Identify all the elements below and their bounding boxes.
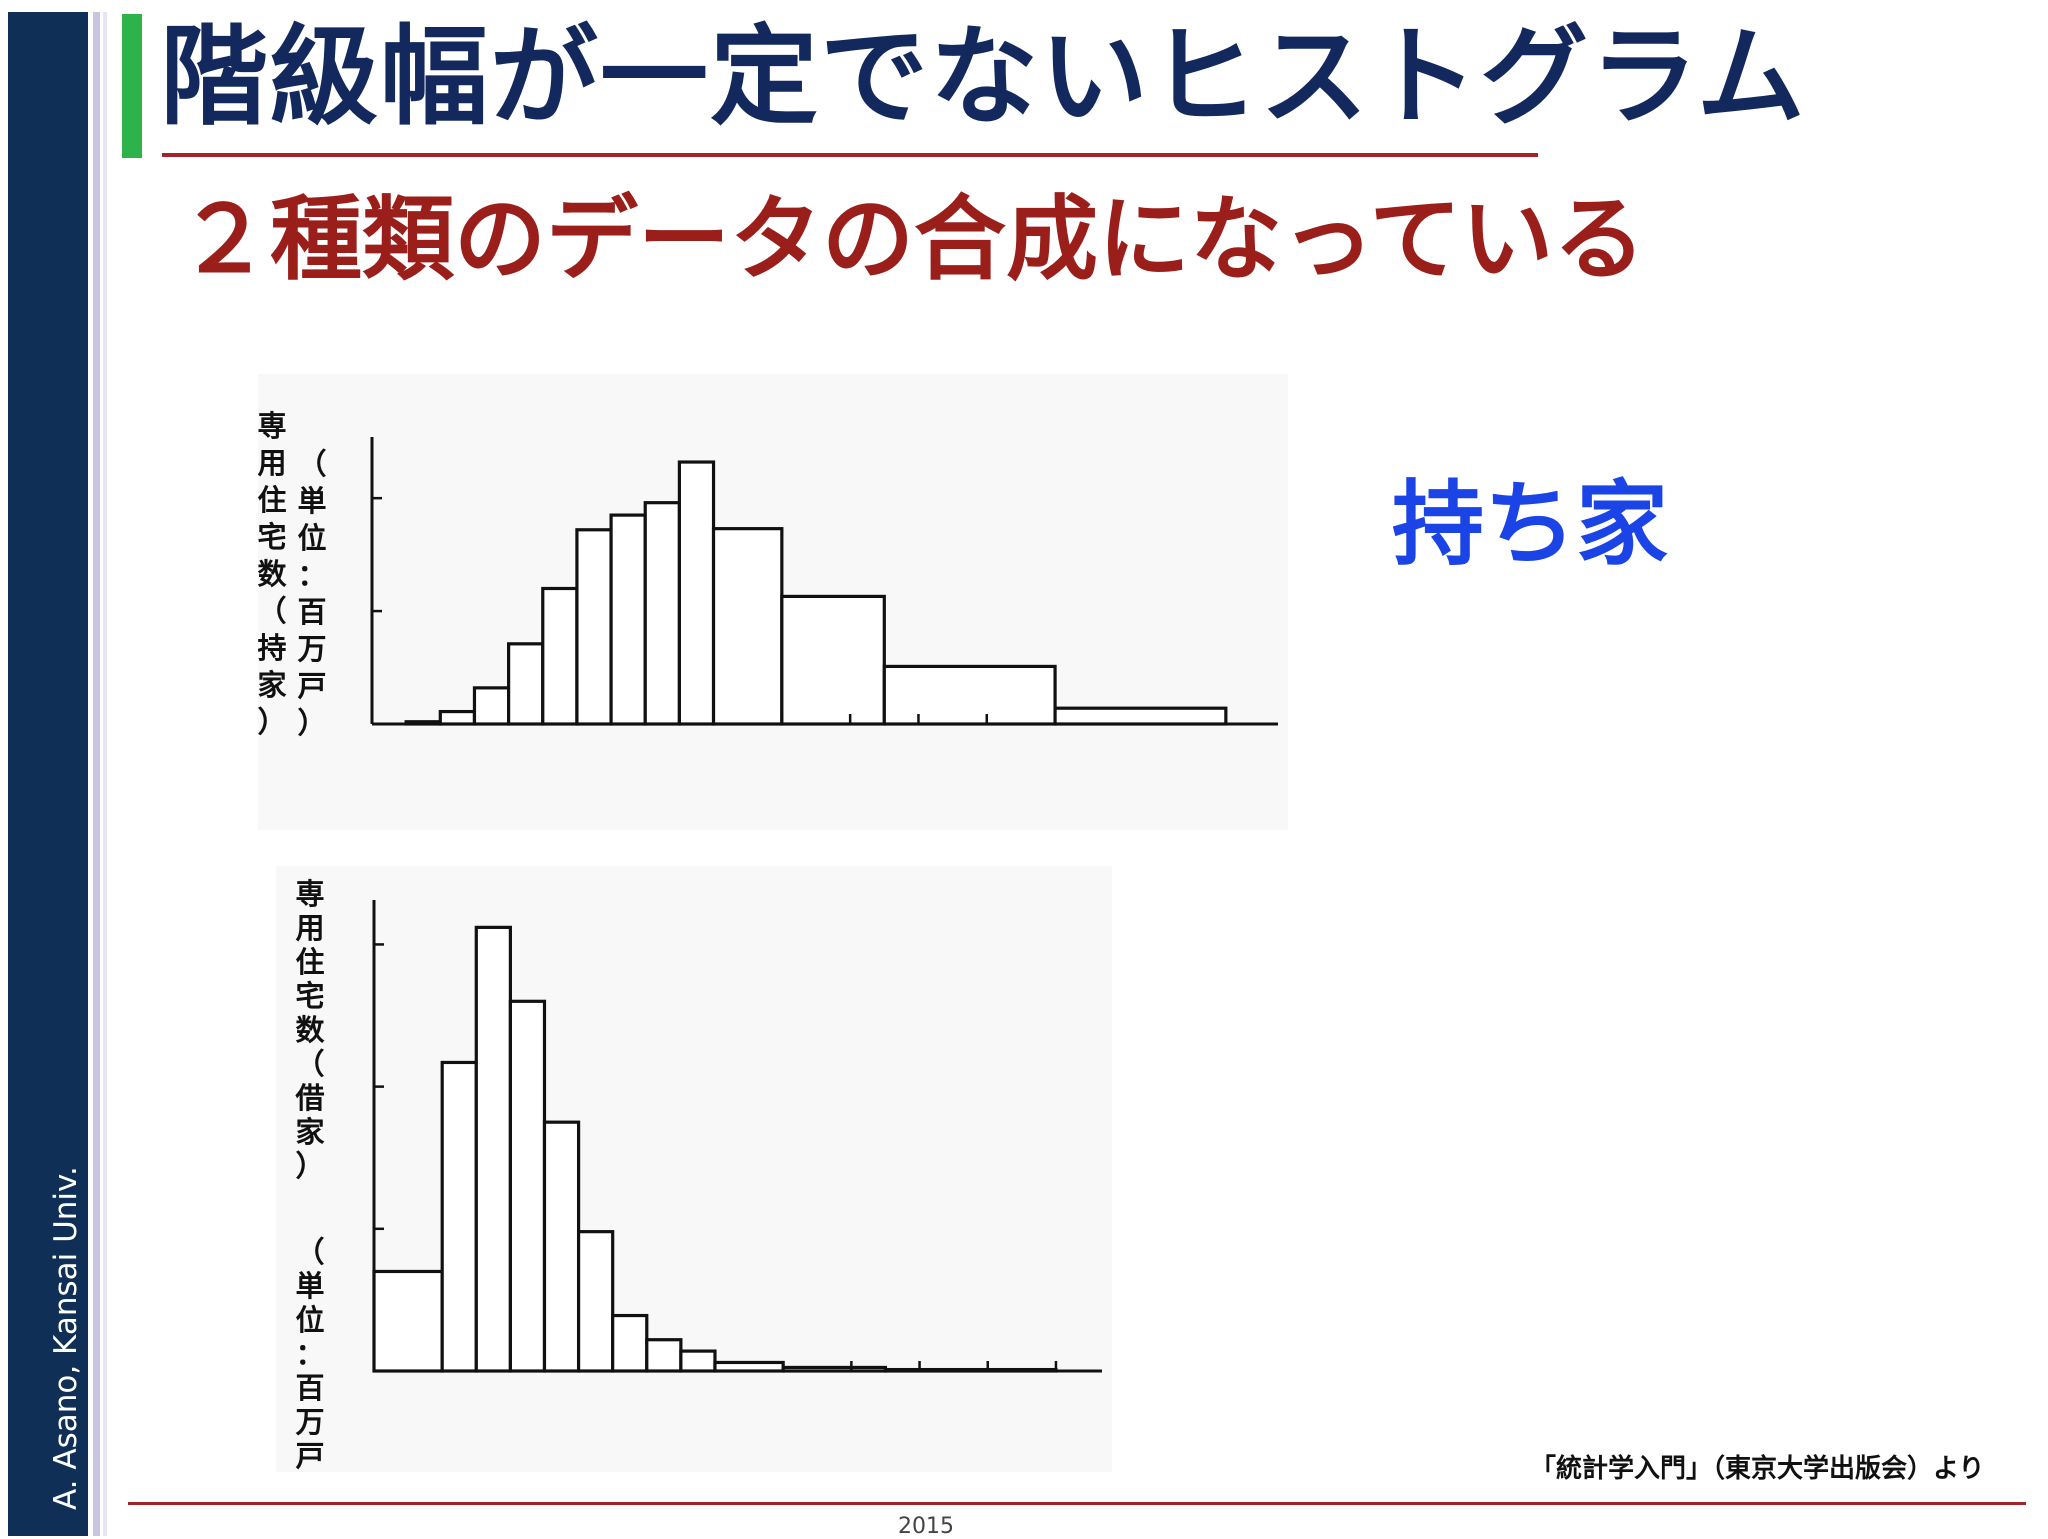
histogram-bar bbox=[645, 1338, 683, 1373]
histogram-bar bbox=[611, 1313, 649, 1373]
histogram-bar bbox=[438, 709, 477, 726]
histogram-bar bbox=[440, 1060, 478, 1373]
side-bar bbox=[8, 12, 88, 1536]
histogram-bar bbox=[677, 460, 716, 726]
citation: 「統計学入門」（東京大学出版会）より bbox=[1530, 1454, 1985, 1484]
histogram-bar bbox=[507, 642, 545, 726]
histogram-bar bbox=[575, 528, 613, 726]
y-axis-title: 専用住宅数（借家） bbox=[294, 877, 325, 1183]
histogram-bar bbox=[882, 664, 1057, 726]
histogram-bar bbox=[609, 513, 647, 726]
histogram-bar bbox=[780, 594, 886, 726]
histogram-owned-houses: 専用住宅数（持家） （単位：百万戸） bbox=[258, 374, 1288, 830]
histogram-owned-svg: 専用住宅数（持家） （単位：百万戸） bbox=[258, 374, 1288, 830]
histogram-bar bbox=[1053, 706, 1228, 726]
slide-subtitle: ２種類のデータの合成になっている bbox=[178, 186, 1646, 293]
histogram-bar bbox=[542, 1120, 581, 1373]
title-underline bbox=[162, 153, 1538, 157]
footer-rule bbox=[128, 1502, 2026, 1505]
histogram-bar bbox=[372, 1269, 444, 1373]
histogram-rented-svg: 専用住宅数（借家） （単位：百万戸） bbox=[276, 866, 1112, 1472]
side-divider bbox=[93, 12, 100, 1536]
histogram-bar bbox=[679, 1349, 717, 1373]
histogram-rented-houses: 専用住宅数（借家） （単位：百万戸） bbox=[276, 866, 1112, 1472]
histogram-bar bbox=[541, 586, 579, 726]
footer-year: 2015 bbox=[898, 1514, 954, 1539]
histogram-bar bbox=[472, 686, 511, 726]
side-divider-light bbox=[103, 12, 107, 1536]
y-axis-title: 専用住宅数（持家） bbox=[258, 409, 287, 739]
chart-background bbox=[276, 866, 1112, 1472]
histogram-bar bbox=[508, 999, 547, 1373]
side-author: A. Asano, Kansai Univ. bbox=[48, 1166, 84, 1510]
slide-title: 階級幅が一定でないヒストグラム bbox=[160, 15, 1807, 140]
histogram-bar bbox=[576, 1230, 615, 1373]
y-axis-unit: （単位：百万戸） bbox=[297, 447, 326, 740]
histogram-bar bbox=[711, 527, 784, 726]
owned-house-label: 持ち家 bbox=[1392, 471, 1669, 578]
histogram-bar bbox=[474, 925, 512, 1373]
histogram-bar bbox=[643, 501, 681, 726]
y-axis-unit: （単位：百万戸） bbox=[295, 1235, 324, 1472]
title-accent-bar bbox=[122, 14, 142, 158]
